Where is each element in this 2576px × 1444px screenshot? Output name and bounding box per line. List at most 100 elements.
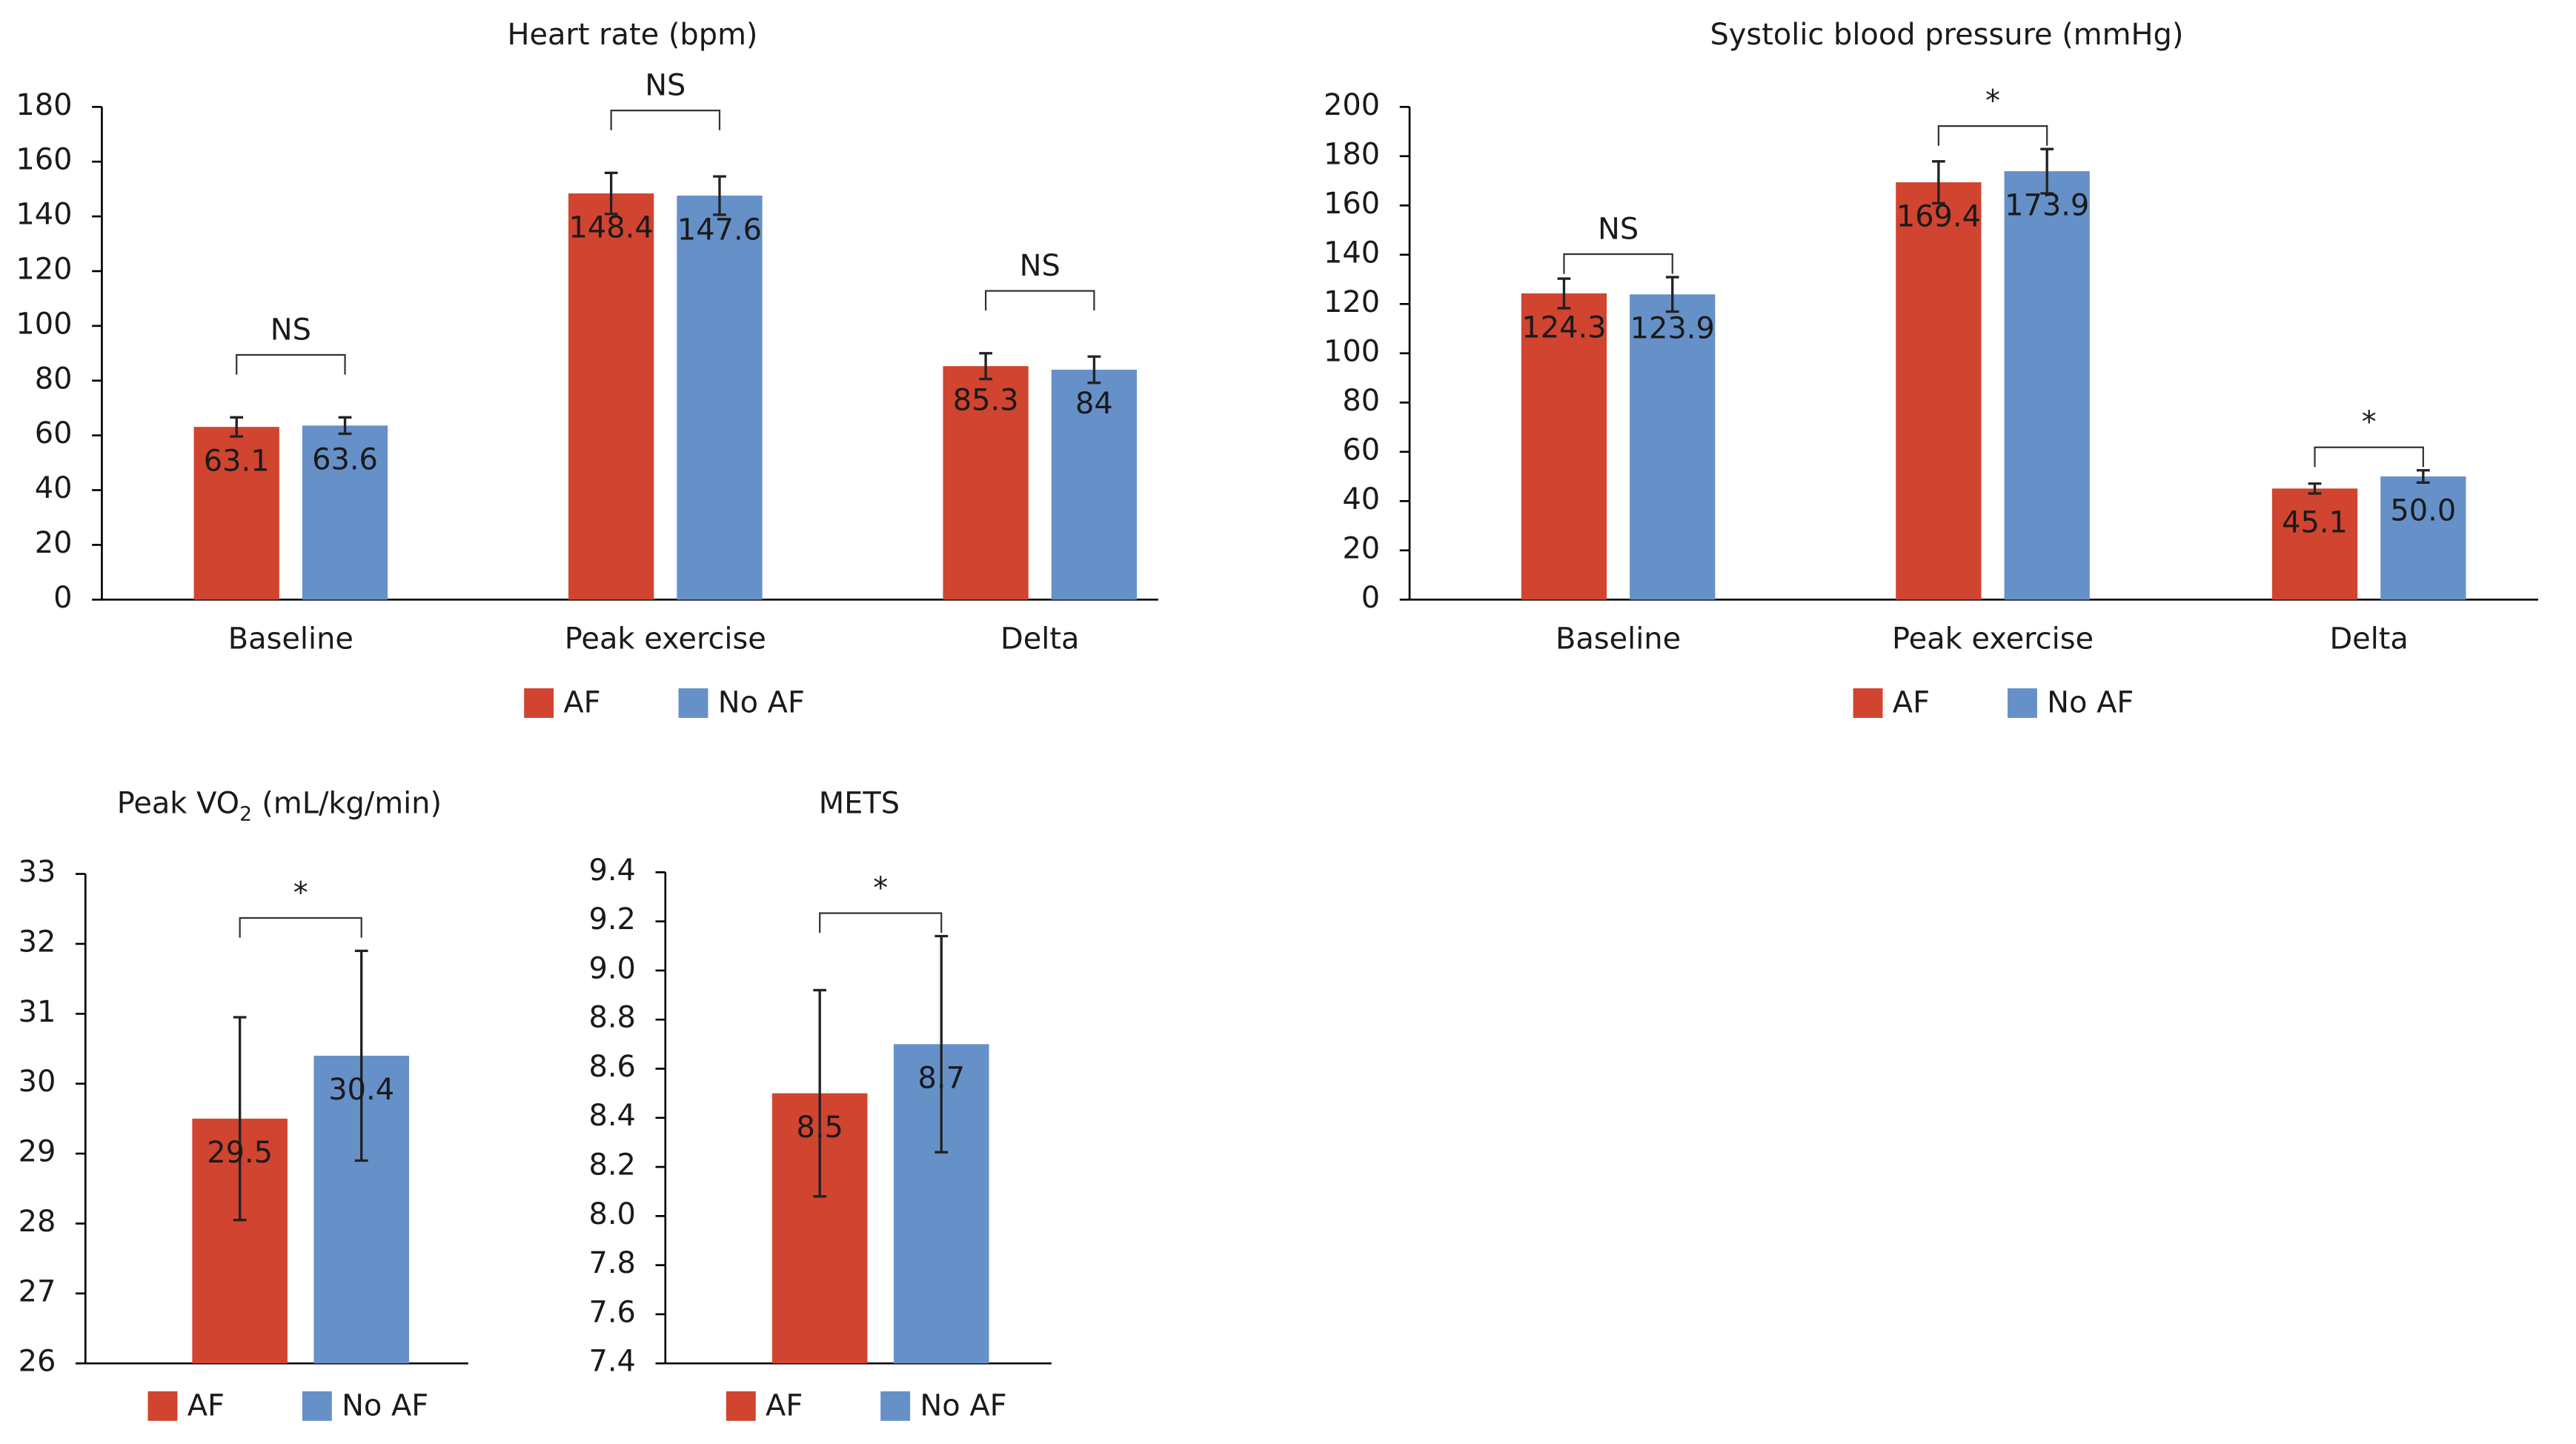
y-tick-label: 27 [19, 1274, 56, 1308]
value-label: 85.3 [953, 383, 1019, 417]
x-tick-label: Peak exercise [565, 622, 766, 656]
chart: Systolic blood pressure (mmHg) 0 20 40 60 80 1… [1324, 17, 2539, 720]
y-tick-label: 160 [16, 143, 72, 177]
y-tick-label: 32 [19, 925, 56, 959]
chart: Heart rate (bpm) 0 20 40 60 80 100 120 140 160 180… [16, 17, 1158, 720]
error-bar [979, 352, 992, 381]
significance-bracket [1563, 253, 1673, 274]
value-label: 124.3 [1521, 310, 1606, 345]
y-tick-label: 200 [1324, 88, 1380, 122]
significance-bracket [984, 290, 1095, 311]
y-tick-label: 9.4 [588, 854, 635, 888]
legend-label: No AF [718, 686, 805, 720]
legend-label: AF [563, 686, 600, 720]
y-tick-label: 26 [19, 1345, 56, 1379]
significance-label: * [873, 871, 888, 905]
bar [943, 366, 1029, 600]
chart: METS 7.4 7.6 7.8 8.0 8.2 8.4 8.6 8.8 9.0 9.2 9.4 8.5… [588, 786, 1052, 1423]
value-label: 123.9 [1630, 312, 1715, 346]
bar [2271, 488, 2358, 600]
y-tick-label: 0 [53, 581, 72, 615]
bar [568, 193, 654, 600]
y-tick-label: 8.4 [588, 1099, 635, 1133]
y-tick-label: 9.2 [588, 902, 635, 936]
value-label: 147.6 [677, 213, 762, 247]
x-tick-label: Peak exercise [1892, 622, 2094, 656]
bar [1896, 182, 1982, 600]
legend-swatch [302, 1391, 332, 1421]
y-tick-label: 100 [16, 307, 72, 341]
y-tick-label: 20 [1342, 531, 1380, 565]
error-bar [338, 416, 352, 436]
significance-label: * [1985, 84, 2000, 119]
bar [1521, 293, 1607, 600]
significance-label: NS [270, 313, 311, 347]
title-suffix: (mL/kg/min) [262, 786, 442, 820]
bar [2380, 476, 2466, 600]
significance-bracket [236, 353, 346, 375]
y-tick-label: 8.2 [588, 1148, 635, 1182]
chart: Peak VO2 (mL/kg/min) 26 27 28 29 30 31 32 33 29.5 3… [19, 786, 468, 1423]
legend-label: AF [1893, 686, 1930, 720]
bar [1051, 369, 1138, 600]
bar [193, 427, 279, 600]
chart-title: METS [819, 786, 900, 820]
y-tick-label: 120 [16, 252, 72, 286]
significance-bracket [1937, 125, 2048, 146]
y-tick-label: 7.8 [588, 1246, 635, 1280]
legend-label: No AF [920, 1389, 1006, 1423]
title-text: Heart rate (bpm) [507, 17, 757, 51]
x-tick-label: Baseline [228, 622, 353, 656]
error-bar [1665, 276, 1679, 313]
y-tick-label: 100 [1324, 334, 1380, 368]
value-label: 63.1 [204, 444, 270, 478]
y-tick-label: 8.8 [588, 1001, 635, 1035]
y-tick-label: 140 [1324, 236, 1380, 270]
y-tick-label: 60 [1342, 433, 1380, 467]
error-bar [1087, 355, 1101, 385]
error-bar [604, 171, 618, 216]
legend-swatch [726, 1391, 756, 1421]
y-tick-label: 8.6 [588, 1050, 635, 1084]
value-label: 173.9 [2005, 188, 2089, 222]
y-tick-label: 180 [16, 88, 72, 122]
title-text: Peak VO [117, 786, 239, 820]
significance-label: NS [645, 69, 686, 103]
value-label: 8.5 [796, 1111, 843, 1145]
legend-label: AF [766, 1389, 803, 1423]
legend-label: No AF [342, 1389, 428, 1423]
chart-title: Systolic blood pressure (mmHg) [1710, 17, 2183, 51]
y-tick-label: 30 [19, 1065, 56, 1099]
significance-label: NS [1020, 249, 1060, 283]
y-tick-label: 7.6 [588, 1295, 635, 1329]
error-bar [2308, 482, 2322, 495]
significance-bracket [239, 916, 362, 938]
y-tick-label: 120 [1324, 285, 1380, 319]
significance-label: * [2362, 405, 2377, 439]
legend-label: No AF [2047, 686, 2134, 720]
y-tick-label: 80 [1342, 384, 1380, 418]
error-bar [354, 949, 368, 1162]
title-subscript: 2 [239, 802, 252, 825]
error-bar [935, 934, 949, 1154]
value-label: 30.4 [328, 1073, 394, 1107]
significance-label: NS [1598, 212, 1639, 246]
x-tick-label: Baseline [1556, 622, 1681, 656]
y-tick-label: 9.0 [588, 951, 635, 985]
y-tick-label: 80 [35, 362, 73, 396]
title-text: METS [819, 786, 900, 820]
title-text: Systolic blood pressure (mmHg) [1710, 17, 2183, 51]
x-tick-label: Delta [1000, 622, 1079, 656]
bar [1630, 294, 1716, 600]
y-tick-label: 7.4 [588, 1345, 635, 1379]
legend-swatch [2007, 688, 2037, 718]
y-tick-label: 28 [19, 1205, 56, 1239]
error-bar [1557, 277, 1571, 310]
significance-bracket [2314, 446, 2424, 468]
error-bar [2040, 147, 2054, 195]
error-bar [813, 988, 827, 1198]
legend-swatch [524, 688, 554, 718]
y-tick-label: 160 [1324, 187, 1380, 221]
error-bar [2416, 469, 2430, 485]
